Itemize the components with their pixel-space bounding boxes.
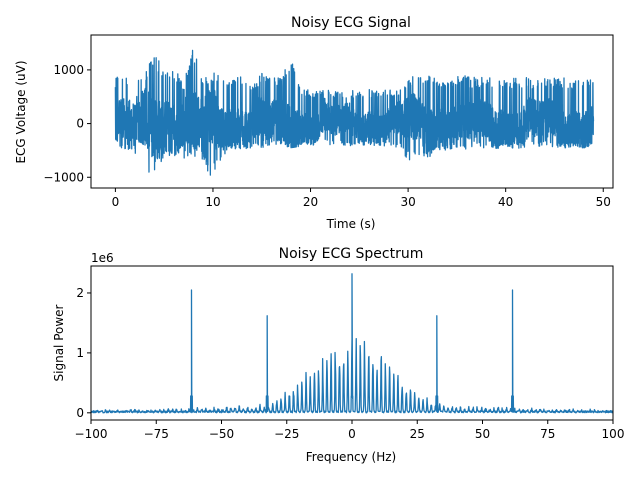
- x-tick-label: 100: [602, 427, 625, 441]
- x-tick-label: 50: [596, 195, 611, 209]
- x-tick-label: 75: [540, 427, 555, 441]
- ecg-signal-trace: [114, 49, 595, 176]
- x-tick-label: 0: [112, 195, 120, 209]
- x-tick-label: 10: [205, 195, 220, 209]
- ecg-signal-title: Noisy ECG Signal: [291, 15, 411, 31]
- ecg-spectrum-plot-area: [90, 273, 614, 414]
- ecg-spectrum-title: Noisy ECG Spectrum: [279, 246, 424, 262]
- y-tick-label: 0: [76, 406, 84, 420]
- x-tick-label: −50: [209, 427, 234, 441]
- x-tick-label: 50: [475, 427, 490, 441]
- x-tick-label: −25: [274, 427, 299, 441]
- ecg-spectrum-trace: [90, 273, 614, 414]
- ecg-spectrum-x-axis-label: Frequency (Hz): [306, 450, 397, 464]
- x-tick-label: 40: [498, 195, 513, 209]
- ecg-signal-y-axis-label: ECG Voltage (uV): [14, 60, 28, 163]
- ecg-signal-axes-frame: [90, 34, 614, 189]
- ecg-spectrum-offset-label: 1e6: [91, 251, 114, 265]
- ecg-signal-x-ticks: 0 10 20 30 40 50: [112, 188, 611, 209]
- x-tick-label: 25: [410, 427, 425, 441]
- y-tick-label: −1000: [43, 170, 84, 184]
- x-tick-label: −75: [144, 427, 169, 441]
- y-tick-label: 1: [76, 346, 84, 360]
- ecg-spectrum-chart: Noisy ECG Spectrum −100 −75 −50 −25 0 25 50 75 1…: [52, 246, 624, 464]
- x-tick-label: 30: [400, 195, 415, 209]
- ecg-spectrum-y-axis-label: Signal Power: [52, 304, 66, 381]
- ecg-spectrum-y-ticks: 0 1 2: [76, 286, 91, 420]
- y-tick-label: 0: [76, 117, 84, 131]
- x-tick-label: 20: [303, 195, 318, 209]
- ecg-spectrum-x-ticks: −100 −75 −50 −25 0 25 50 75 100: [75, 420, 625, 441]
- ecg-signal-y-ticks: −1000 0 1000: [43, 63, 91, 184]
- y-tick-label: 1000: [53, 63, 84, 77]
- x-tick-label: 0: [348, 427, 356, 441]
- ecg-signal-chart: Noisy ECG Signal 0 10 20 30 40 50 −100001000 …: [14, 15, 614, 231]
- y-tick-label: 2: [76, 286, 84, 300]
- ecg-signal-plot-area: [114, 49, 595, 176]
- ecg-signal-x-axis-label: Time (s): [326, 217, 376, 231]
- x-tick-label: −100: [75, 427, 108, 441]
